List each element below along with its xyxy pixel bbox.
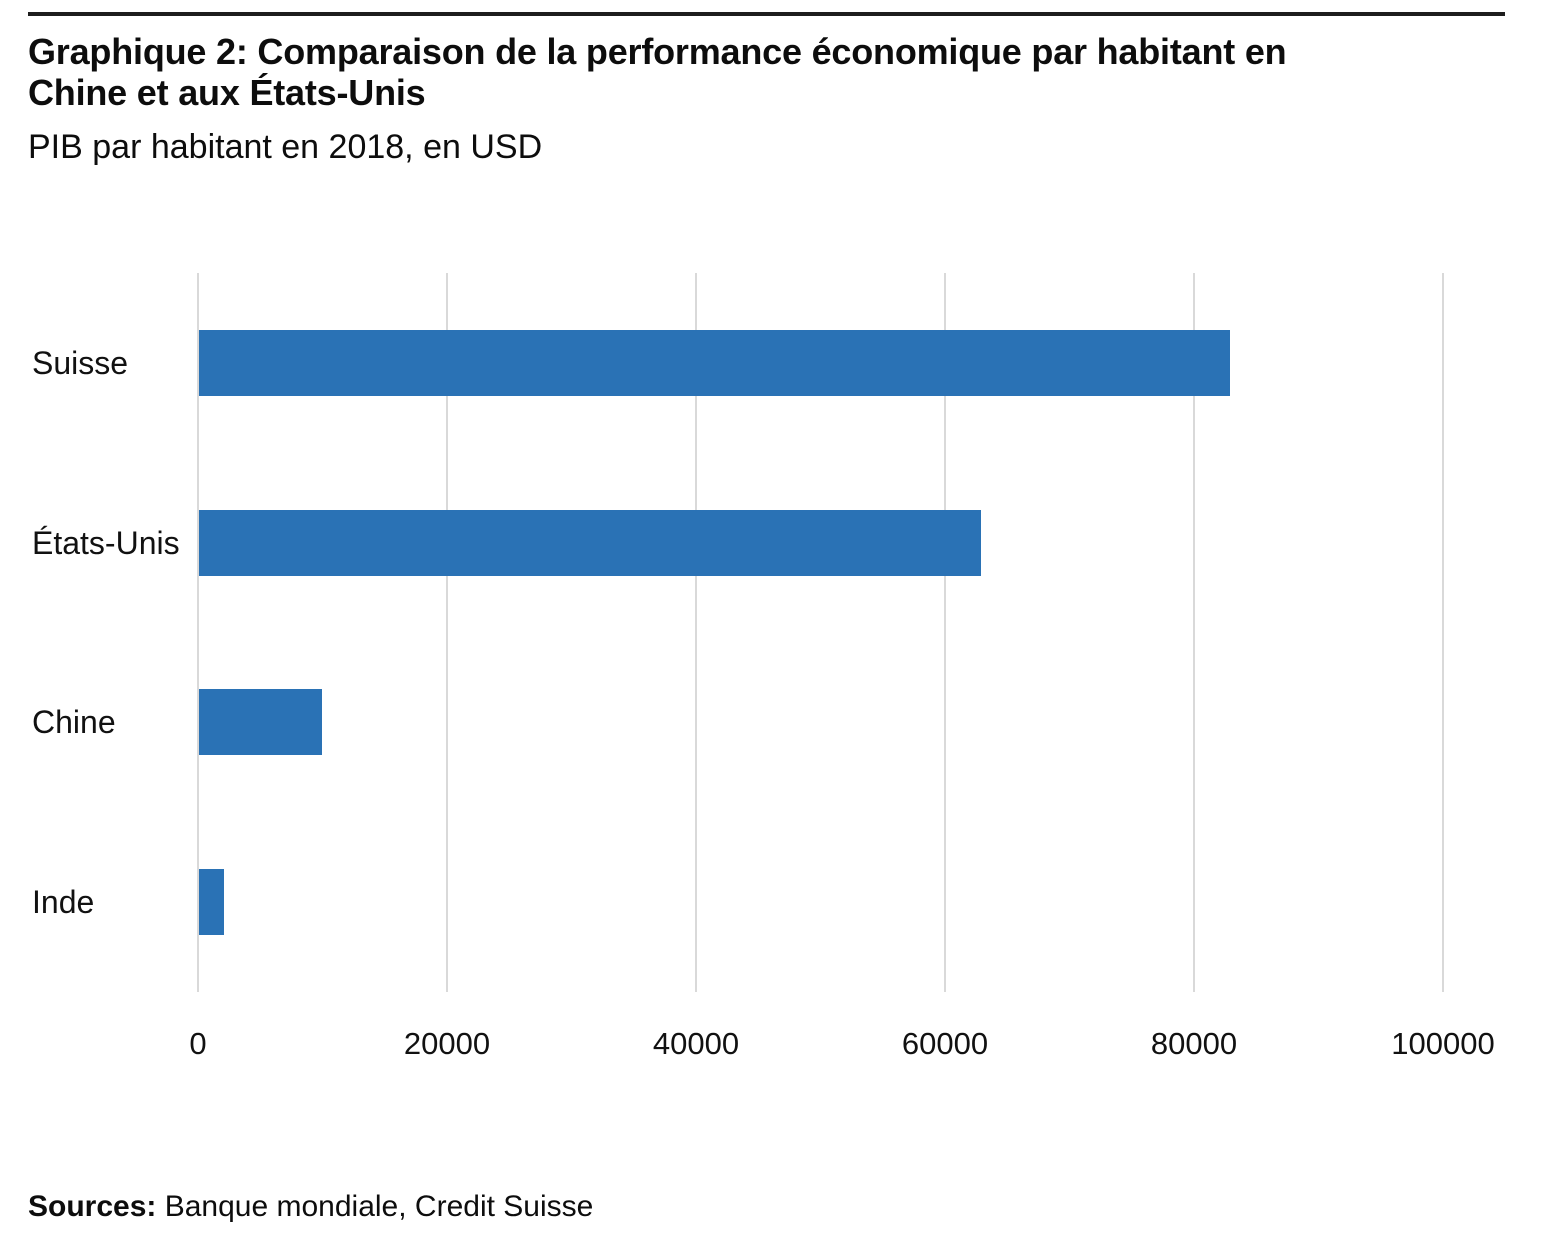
x-gridline bbox=[1442, 273, 1444, 992]
x-tick-label: 0 bbox=[189, 1026, 207, 1061]
x-gridline bbox=[197, 273, 199, 992]
x-tick-label: 40000 bbox=[652, 1026, 740, 1061]
chart-subtitle: PIB par habitant en 2018, en USD bbox=[28, 128, 543, 166]
bar-suisse bbox=[199, 330, 1230, 396]
chart-title: Graphique 2: Comparaison de la performan… bbox=[28, 31, 1488, 113]
bar-chine bbox=[199, 689, 322, 755]
source-line: Sources: Banque mondiale, Credit Suisse bbox=[28, 1190, 593, 1224]
category-label: Suisse bbox=[32, 345, 129, 381]
top-rule bbox=[28, 12, 1505, 16]
x-tick-label: 20000 bbox=[403, 1026, 491, 1061]
category-label: Inde bbox=[32, 884, 95, 920]
category-label: États-Unis bbox=[32, 525, 180, 561]
chart-title-line1: Graphique 2: Comparaison de la performan… bbox=[28, 31, 1287, 72]
category-label: Chine bbox=[32, 704, 116, 740]
bar-tats-unis bbox=[199, 510, 981, 576]
x-gridline bbox=[446, 273, 448, 992]
x-gridline bbox=[944, 273, 946, 992]
x-tick-label: 80000 bbox=[1150, 1026, 1238, 1061]
source-label: Sources: bbox=[28, 1190, 157, 1223]
x-gridline bbox=[695, 273, 697, 992]
x-gridline bbox=[1193, 273, 1195, 992]
chart-title-line2: Chine et aux États-Unis bbox=[28, 72, 426, 113]
bar-inde bbox=[199, 869, 224, 935]
x-tick-label: 100000 bbox=[1391, 1026, 1495, 1061]
source-text: Banque mondiale, Credit Suisse bbox=[164, 1190, 594, 1223]
x-tick-label: 60000 bbox=[901, 1026, 989, 1061]
